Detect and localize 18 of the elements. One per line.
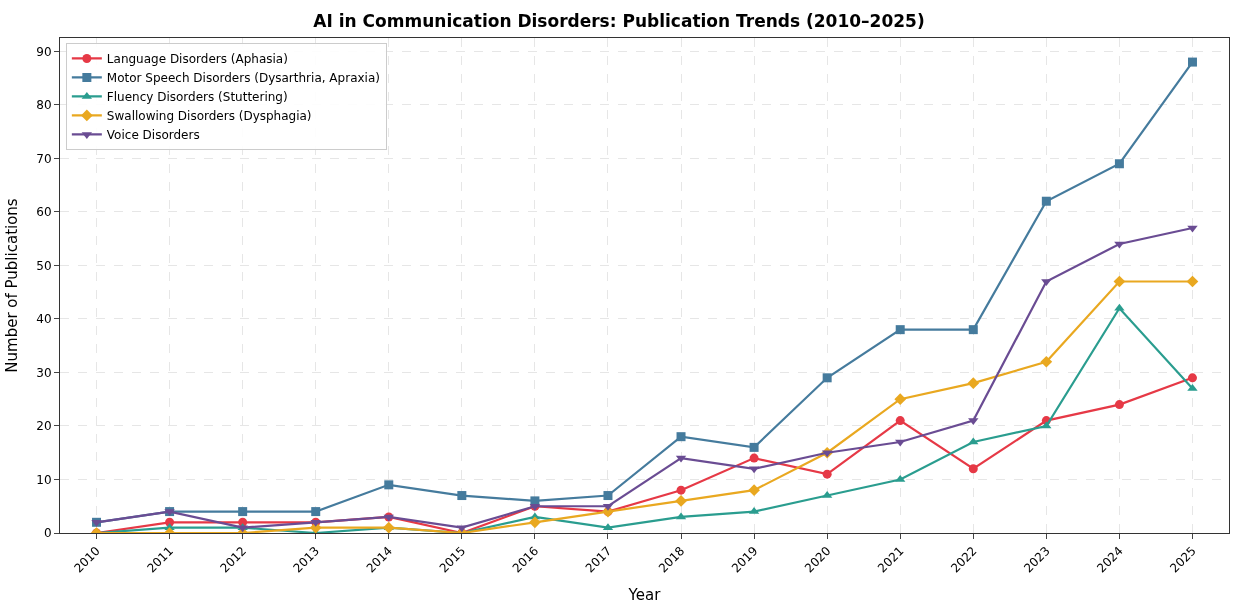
legend-label: Motor Speech Disorders (Dysarthria, Apraxia) (106, 71, 380, 86)
y-tick-label: 60 (36, 205, 52, 220)
y-tick-label: 30 (36, 365, 52, 380)
y-axis-title: Number of Publications (2, 198, 21, 373)
legend-label: Voice Disorders (106, 128, 200, 143)
legend-label: Language Disorders (Aphasia) (106, 52, 288, 67)
chart-title: AI in Communication Disorders: Publication Trends (2010–2025) (313, 11, 925, 32)
y-tick-label: 20 (36, 419, 52, 434)
y-tick-label: 50 (36, 258, 52, 273)
y-tick-label: 90 (36, 44, 52, 59)
legend-label: Fluency Disorders (Stuttering) (106, 90, 288, 105)
y-tick-label: 40 (36, 312, 52, 327)
y-tick-label: 80 (36, 98, 52, 113)
y-tick-label: 10 (36, 472, 52, 487)
legend-label: Swallowing Disorders (Dysphagia) (106, 109, 312, 124)
y-tick-label: 0 (43, 526, 52, 541)
y-tick-label: 70 (36, 151, 52, 166)
x-axis-title: Year (627, 586, 662, 605)
